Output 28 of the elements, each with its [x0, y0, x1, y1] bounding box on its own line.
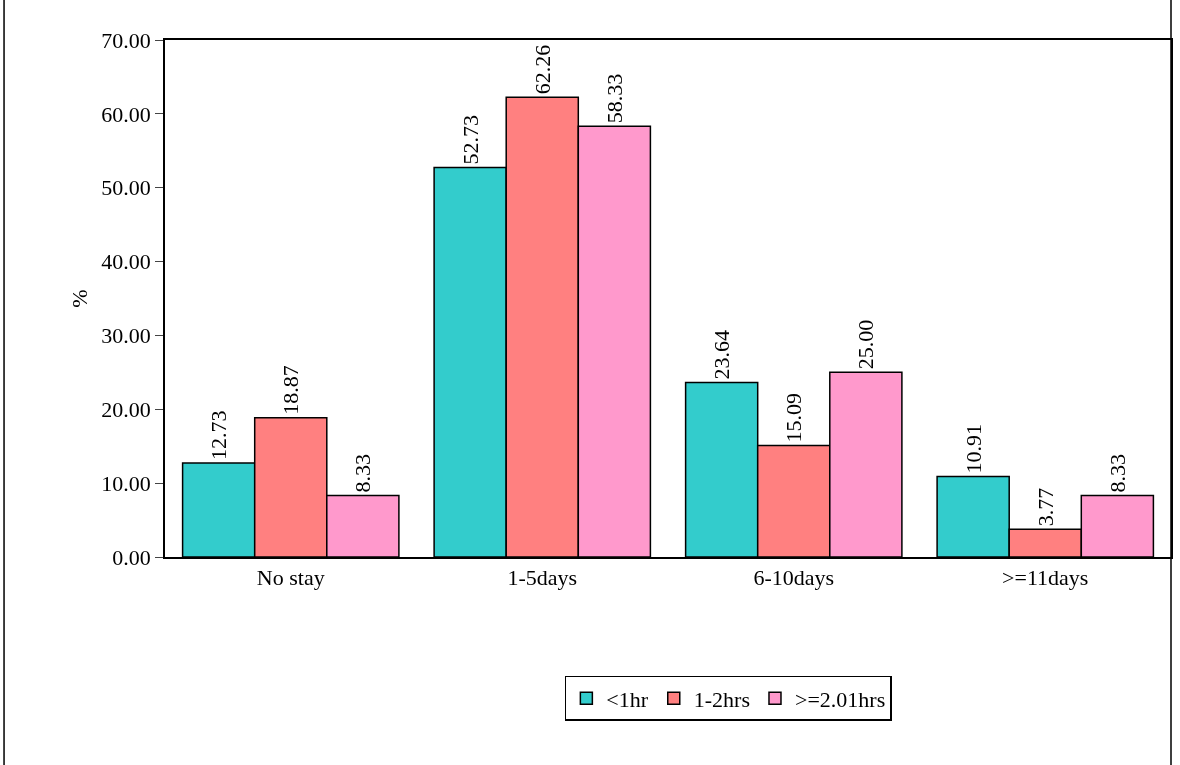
y-tick-label: 0.00: [112, 544, 151, 570]
y-tick-label: 40.00: [101, 249, 151, 275]
y-tick-label: 20.00: [101, 396, 151, 422]
text: 23.64: [709, 329, 735, 380]
y-tick-label: 10.00: [101, 470, 151, 496]
text: 15.09: [781, 393, 807, 443]
x-tick-label: >=11days: [1002, 565, 1089, 591]
y-tick-label: 60.00: [101, 101, 151, 127]
text: 58.33: [601, 73, 627, 124]
text: 8.33: [350, 453, 376, 493]
text: 3.77: [1032, 487, 1058, 527]
y-tick-label: 50.00: [101, 175, 151, 201]
legend-label: <1hr: [606, 686, 649, 712]
text: 25.00: [853, 319, 879, 370]
y-axis-title: %: [66, 289, 92, 308]
legend-label: >=2.01hrs: [794, 686, 886, 712]
y-tick-label: 70.00: [101, 27, 151, 53]
text: 12.73: [206, 410, 232, 460]
text: 8.33: [1104, 453, 1130, 493]
text: 18.87: [278, 365, 304, 415]
x-tick-label: 6-10days: [753, 565, 835, 591]
text: 52.73: [457, 115, 483, 165]
x-tick-label: No stay: [256, 565, 325, 591]
text: 62.26: [529, 44, 555, 95]
y-tick-label: 30.00: [101, 323, 151, 349]
legend-label: 1-2hrs: [693, 686, 750, 712]
x-tick-label: 1-5days: [507, 565, 578, 591]
text: 10.91: [960, 423, 986, 474]
